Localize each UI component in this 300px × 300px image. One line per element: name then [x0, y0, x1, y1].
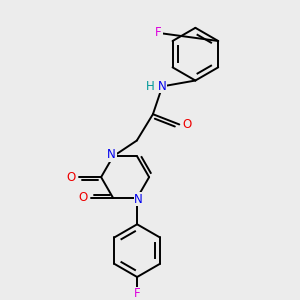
- Text: O: O: [66, 171, 76, 184]
- Text: O: O: [182, 118, 191, 131]
- Text: N: N: [107, 148, 116, 161]
- Text: H: H: [146, 80, 155, 93]
- Text: F: F: [155, 26, 162, 39]
- Text: N: N: [134, 193, 143, 206]
- Text: N: N: [158, 80, 167, 93]
- Text: O: O: [78, 191, 88, 204]
- Text: F: F: [134, 287, 140, 300]
